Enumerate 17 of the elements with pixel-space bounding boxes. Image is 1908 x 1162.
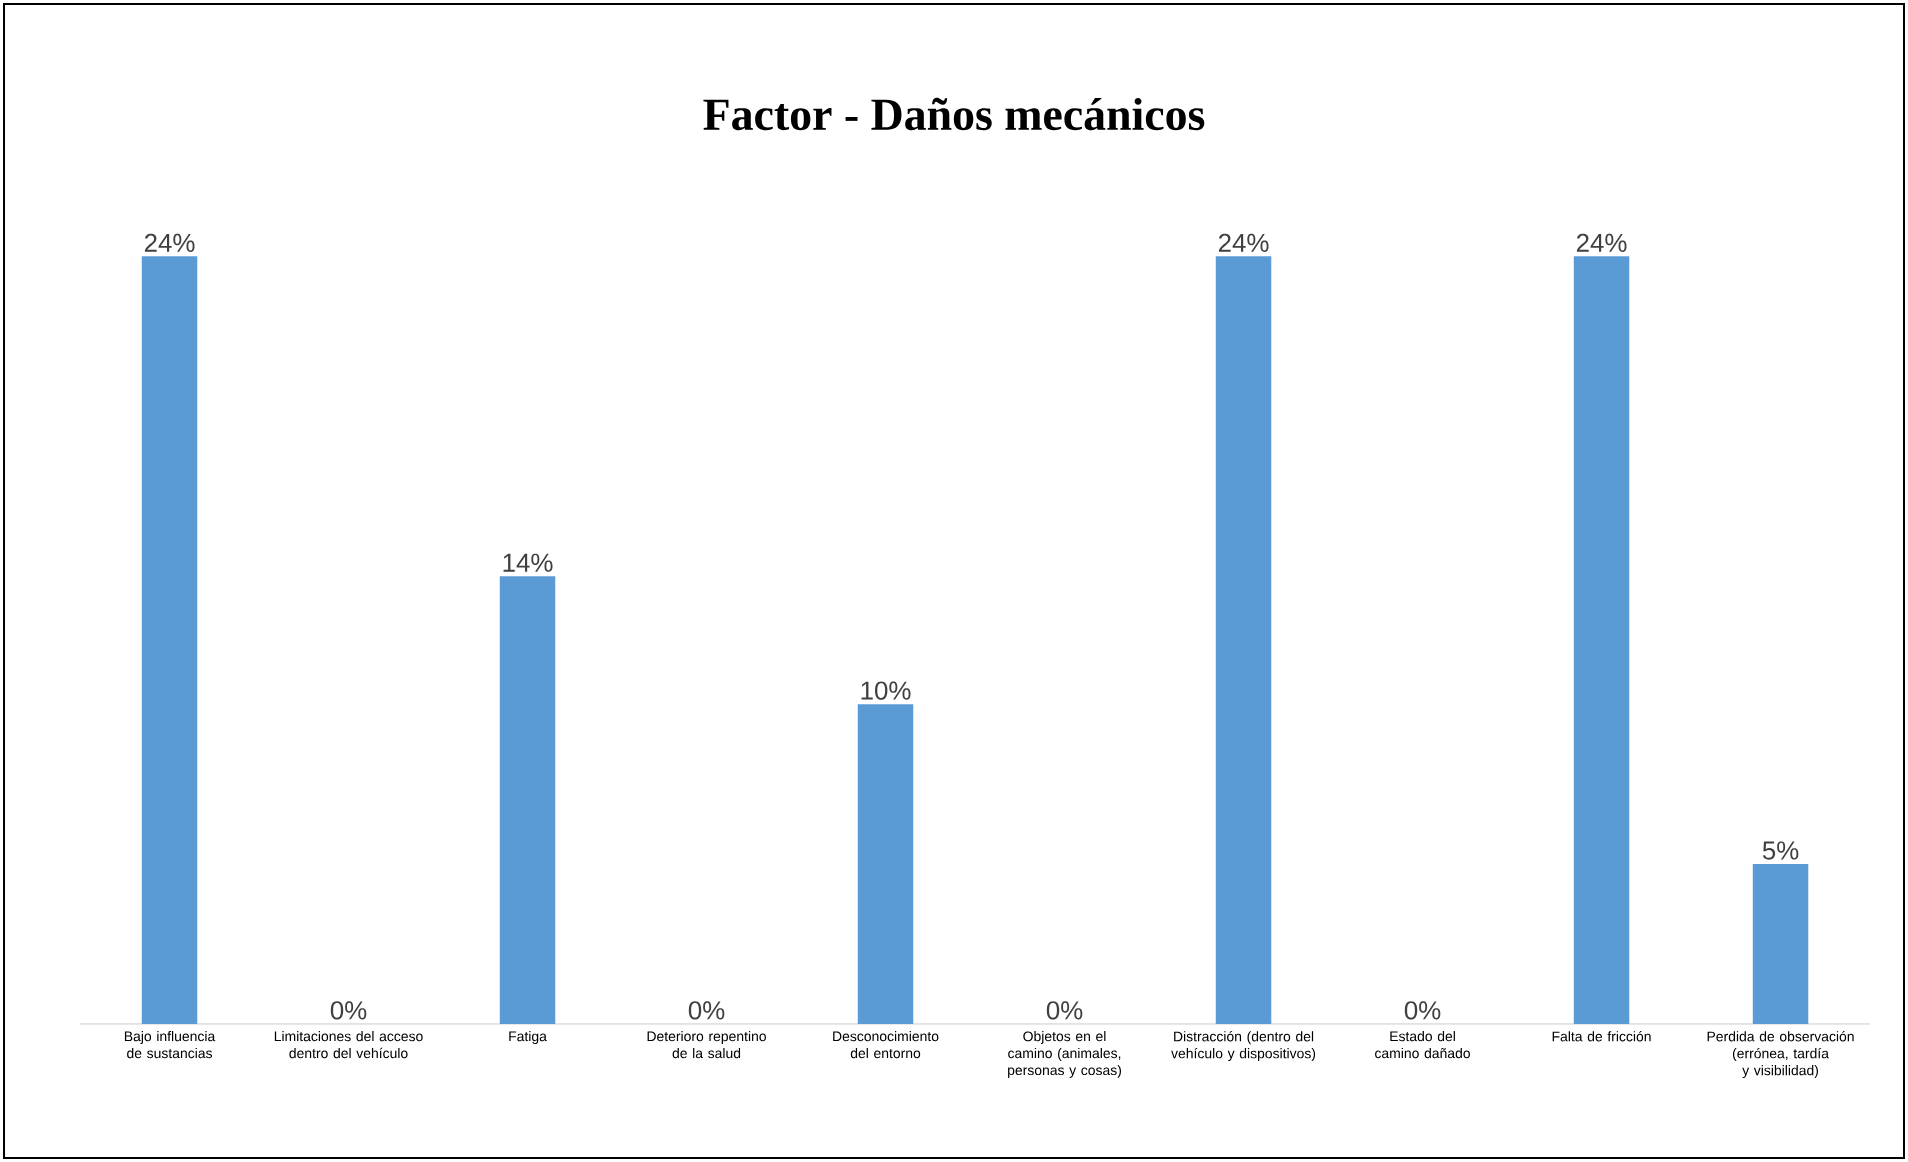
data-label: 24%: [1576, 233, 1627, 252]
data-label: 0%: [330, 1001, 367, 1020]
data-label: 24%: [1218, 233, 1269, 252]
bar: [499, 576, 556, 1024]
bar: [1752, 864, 1809, 1024]
chart-title: Factor - Daños mecánicos: [703, 97, 1205, 131]
data-label: 5%: [1762, 841, 1799, 860]
bar: [1573, 256, 1630, 1024]
data-label: 0%: [1046, 1001, 1083, 1020]
data-label: 0%: [688, 1001, 725, 1020]
bar: [1215, 256, 1272, 1024]
bar: [141, 256, 198, 1024]
data-label: 14%: [503, 553, 553, 572]
bar: [857, 704, 914, 1024]
data-label: 24%: [144, 233, 195, 252]
data-label: 10%: [861, 681, 911, 700]
data-label: 0%: [1404, 1001, 1441, 1020]
